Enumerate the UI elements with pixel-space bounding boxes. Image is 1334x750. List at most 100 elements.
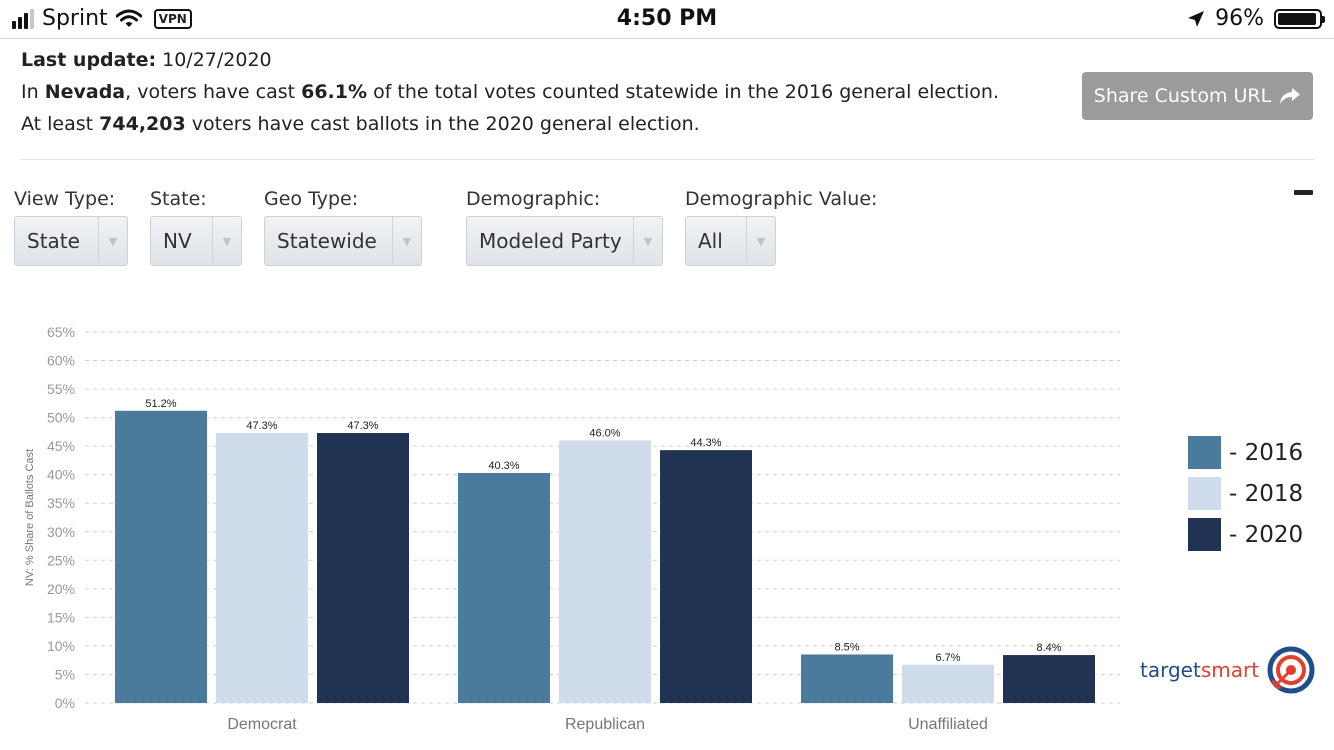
filter-label: Demographic Value: [685,188,878,210]
signal-bar [24,12,28,29]
geo-type-select[interactable]: Statewide ▼ [264,216,422,266]
legend-label: - 2020 [1229,521,1304,548]
data-label: 40.3% [488,460,519,472]
bar [317,433,409,703]
share-custom-url-button[interactable]: Share Custom URL [1082,72,1313,120]
logo-text-target: target [1140,658,1201,682]
filter-geo-type: Geo Type: Statewide ▼ [264,186,422,266]
header-divider [20,159,1314,160]
turnout-suffix: of the total votes counted statewide in … [373,81,999,103]
legend-swatch [1188,518,1221,551]
data-label: 47.3% [246,420,277,432]
y-tick-label: 15% [47,609,75,625]
legend-item-2018: - 2018 [1188,473,1303,514]
data-label: 47.3% [347,420,378,432]
legend-swatch [1188,477,1221,510]
data-label: 8.4% [1036,642,1061,654]
data-label: 8.5% [834,641,859,653]
chevron-down-icon: ▼ [633,217,662,265]
voters-prefix: At least [21,113,94,135]
battery-icon [1274,8,1325,29]
turnout-mid: , voters have cast [125,81,296,103]
legend-item-2020: - 2020 [1188,514,1303,555]
y-tick-label: 20% [47,581,75,597]
turnout-prefix: In [21,81,39,103]
y-tick-label: 40% [47,467,75,483]
turnout-percent: 66.1% [301,81,368,103]
filter-label: Demographic: [466,188,601,210]
voter-count: 744,203 [99,113,186,135]
chevron-down-icon: ▼ [212,217,241,265]
carrier-name: Sprint [42,6,108,31]
y-tick-label: 50% [47,410,75,426]
data-label: 6.7% [935,652,960,664]
y-tick-label: 25% [47,552,75,568]
y-tick-label: 10% [47,638,75,654]
filter-view-type: View Type: State ▼ [14,186,128,266]
filter-demographic: Demographic: Modeled Party ▼ [466,186,663,266]
voters-line: At least 744,203 voters have cast ballot… [21,108,999,140]
bar [559,440,651,703]
select-value: All [698,229,723,253]
bar [115,410,207,703]
share-button-label: Share Custom URL [1093,85,1272,107]
turnout-line: In Nevada, voters have cast 66.1% of the… [21,76,999,108]
last-update-line: Last update: 10/27/2020 [21,44,999,76]
minus-icon[interactable] [1294,190,1313,195]
y-tick-label: 5% [55,666,75,682]
data-label: 46.0% [589,427,620,439]
bar [1003,655,1095,703]
select-value: NV [163,229,192,253]
x-tick-label: Unaffiliated [908,716,988,733]
filter-demographic-value: Demographic Value: All ▼ [685,186,877,266]
demographic-select[interactable]: Modeled Party ▼ [466,216,663,266]
signal-strength-icon [12,8,34,29]
logo-wordmark: targetsmart [1140,658,1259,682]
last-update-label: Last update: [21,49,157,71]
x-tick-label: Democrat [227,716,297,733]
battery-level [1278,12,1317,25]
chart-legend: - 2016 - 2018 - 2020 [1188,432,1303,555]
status-time: 4:50 PM [616,6,718,31]
chevron-down-icon: ▼ [746,217,775,265]
y-tick-label: 45% [47,438,75,454]
signal-bar [18,16,22,29]
logo-text-smart: smart [1200,658,1260,682]
last-update-value: 10/27/2020 [162,49,272,71]
y-tick-label: 55% [47,381,75,397]
data-label: 51.2% [145,398,176,410]
targetsmart-logo: targetsmart [1140,646,1315,694]
y-tick-label: 60% [47,353,75,369]
demographic-value-select[interactable]: All ▼ [685,216,776,266]
status-right: 96% [1187,6,1325,31]
legend-label: - 2018 [1229,480,1304,507]
filter-state: State: NV ▼ [150,186,242,266]
voters-suffix: voters have cast ballots in the 2020 gen… [191,113,700,135]
state-select[interactable]: NV ▼ [150,216,242,266]
signal-bar [30,8,34,29]
chevron-down-icon: ▼ [98,217,127,265]
share-arrow-icon [1280,88,1301,104]
wifi-icon [115,9,142,27]
bar [660,450,752,703]
turnout-bar-chart: 0% 5% 10% 15% 20% 25% 30% 35% 40% 45% 50% 55% 60% 65%… [24,324,1120,733]
x-tick-label: Republican [565,716,645,733]
legend-swatch [1188,436,1221,469]
state-name: Nevada [44,81,126,103]
select-value: Statewide [277,229,377,253]
bar [458,472,550,703]
filter-label: View Type: [14,188,116,210]
filter-label: Geo Type: [264,188,359,210]
battery-percent: 96% [1215,6,1264,31]
chevron-down-icon: ▼ [392,217,421,265]
y-tick-label: 65% [47,324,75,340]
status-bar: Sprint VPN 4:50 PM 96% [0,0,1334,39]
signal-bar [12,20,16,29]
view-type-select[interactable]: State ▼ [14,216,128,266]
legend-label: - 2016 [1229,439,1304,466]
y-axis-label: NV: % Share of Ballots Cast [24,449,36,586]
status-left: Sprint VPN [12,6,192,31]
location-arrow-icon [1188,10,1205,27]
select-value: Modeled Party [479,229,622,253]
y-tick-label: 30% [47,524,75,540]
